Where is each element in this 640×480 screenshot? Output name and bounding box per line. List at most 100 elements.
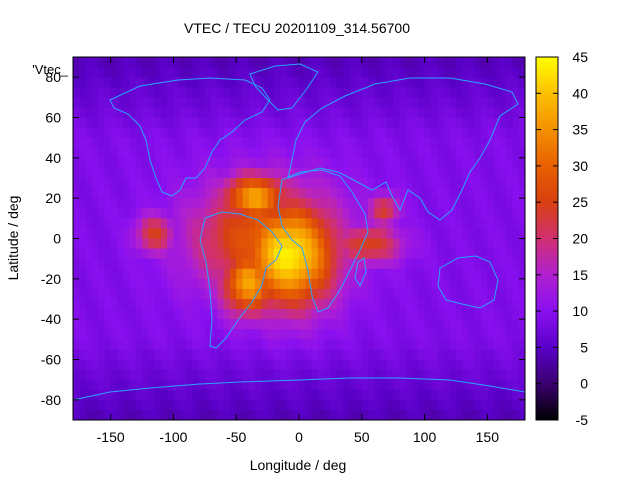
- colorbar-tick-label: 20: [572, 231, 588, 247]
- heat-cell: [361, 329, 369, 340]
- heat-cell: [167, 329, 175, 340]
- heat-cell: [449, 268, 457, 280]
- heat-cell: [317, 309, 325, 320]
- heat-cell: [324, 228, 331, 240]
- heat-cell: [179, 218, 187, 230]
- heat-cell: [79, 299, 87, 310]
- heat-cell: [173, 228, 181, 240]
- heat-cell: [330, 329, 338, 340]
- heat-cell: [468, 409, 476, 420]
- heat-cell: [261, 188, 269, 199]
- heat-cell: [311, 107, 319, 119]
- heat-cell: [255, 107, 262, 119]
- heat-cell: [223, 339, 231, 351]
- heat-cell: [154, 127, 162, 139]
- heat-cell: [424, 379, 432, 391]
- heat-cell: [129, 87, 137, 98]
- heat-cell: [204, 208, 212, 219]
- heat-cell: [299, 117, 306, 129]
- heat-cell: [368, 188, 375, 199]
- heat-cell: [91, 349, 99, 361]
- heat-cell: [449, 127, 457, 139]
- heat-cell: [104, 218, 112, 230]
- heat-cell: [336, 349, 344, 361]
- heat-cell: [424, 198, 432, 209]
- heat-cell: [273, 329, 281, 340]
- heat-cell: [286, 288, 294, 300]
- heat-cell: [512, 117, 520, 129]
- heat-cell: [204, 389, 212, 401]
- heat-cell: [449, 309, 457, 320]
- heat-cell: [399, 329, 407, 340]
- heat-cell: [110, 127, 118, 139]
- heat-cell: [160, 87, 168, 98]
- heat-cell: [292, 107, 300, 119]
- heat-cell: [248, 399, 256, 411]
- heat-cell: [79, 409, 87, 420]
- heat-cell: [324, 137, 331, 149]
- heat-cell: [336, 248, 344, 260]
- heat-cell: [267, 157, 275, 169]
- heat-cell: [91, 339, 99, 351]
- heat-cell: [336, 309, 344, 320]
- heat-cell: [393, 329, 401, 340]
- heat-cell: [186, 399, 193, 411]
- heat-cell: [506, 329, 514, 340]
- heat-cell: [286, 57, 294, 68]
- heat-cell: [324, 399, 331, 411]
- heat-cell: [248, 258, 256, 270]
- heat-cell: [286, 339, 294, 351]
- heat-cell: [330, 228, 338, 240]
- heat-cell: [255, 278, 262, 290]
- heat-cell: [79, 67, 87, 78]
- heat-cell: [154, 389, 162, 401]
- heat-cell: [255, 369, 262, 381]
- heat-cell: [512, 268, 520, 280]
- heat-cell: [211, 268, 218, 280]
- heat-cell: [110, 198, 118, 209]
- heat-cell: [280, 369, 288, 381]
- heat-cell: [481, 268, 488, 280]
- heat-cell: [129, 329, 137, 340]
- heat-cell: [443, 339, 451, 351]
- heat-cell: [468, 117, 476, 129]
- heat-cell: [412, 359, 419, 371]
- heat-cell: [349, 157, 357, 169]
- heat-cell: [512, 87, 520, 98]
- heat-cell: [160, 178, 168, 189]
- heat-cell: [73, 208, 80, 219]
- heat-cell: [173, 349, 181, 361]
- heat-cell: [449, 208, 457, 219]
- heat-cell: [292, 228, 300, 240]
- heat-cell: [192, 57, 200, 68]
- heat-cell: [236, 359, 244, 371]
- heat-cell: [198, 157, 206, 169]
- heat-cell: [85, 198, 93, 209]
- heat-cell: [217, 339, 225, 351]
- heat-cell: [368, 198, 375, 209]
- heat-cell: [167, 218, 175, 230]
- heat-cell: [186, 198, 193, 209]
- heat-cell: [418, 137, 426, 149]
- heat-cell: [248, 178, 256, 189]
- heat-cell: [443, 208, 451, 219]
- heat-cell: [380, 309, 388, 320]
- heat-cell: [336, 137, 344, 149]
- heat-cell: [430, 389, 438, 401]
- heat-cell: [336, 228, 344, 240]
- heat-cell: [330, 107, 338, 119]
- heat-cell: [374, 167, 382, 179]
- heat-cell: [167, 309, 175, 320]
- heat-cell: [91, 127, 99, 139]
- heat-cell: [437, 87, 444, 98]
- heat-cell: [248, 409, 256, 420]
- heat-cell: [135, 389, 143, 401]
- heat-cell: [455, 339, 463, 351]
- heat-cell: [336, 278, 344, 290]
- heat-cell: [311, 339, 319, 351]
- heat-cell: [85, 248, 93, 260]
- heat-cell: [317, 258, 325, 270]
- heat-cell: [499, 218, 507, 230]
- heat-cell: [474, 319, 482, 330]
- heat-cell: [512, 218, 520, 230]
